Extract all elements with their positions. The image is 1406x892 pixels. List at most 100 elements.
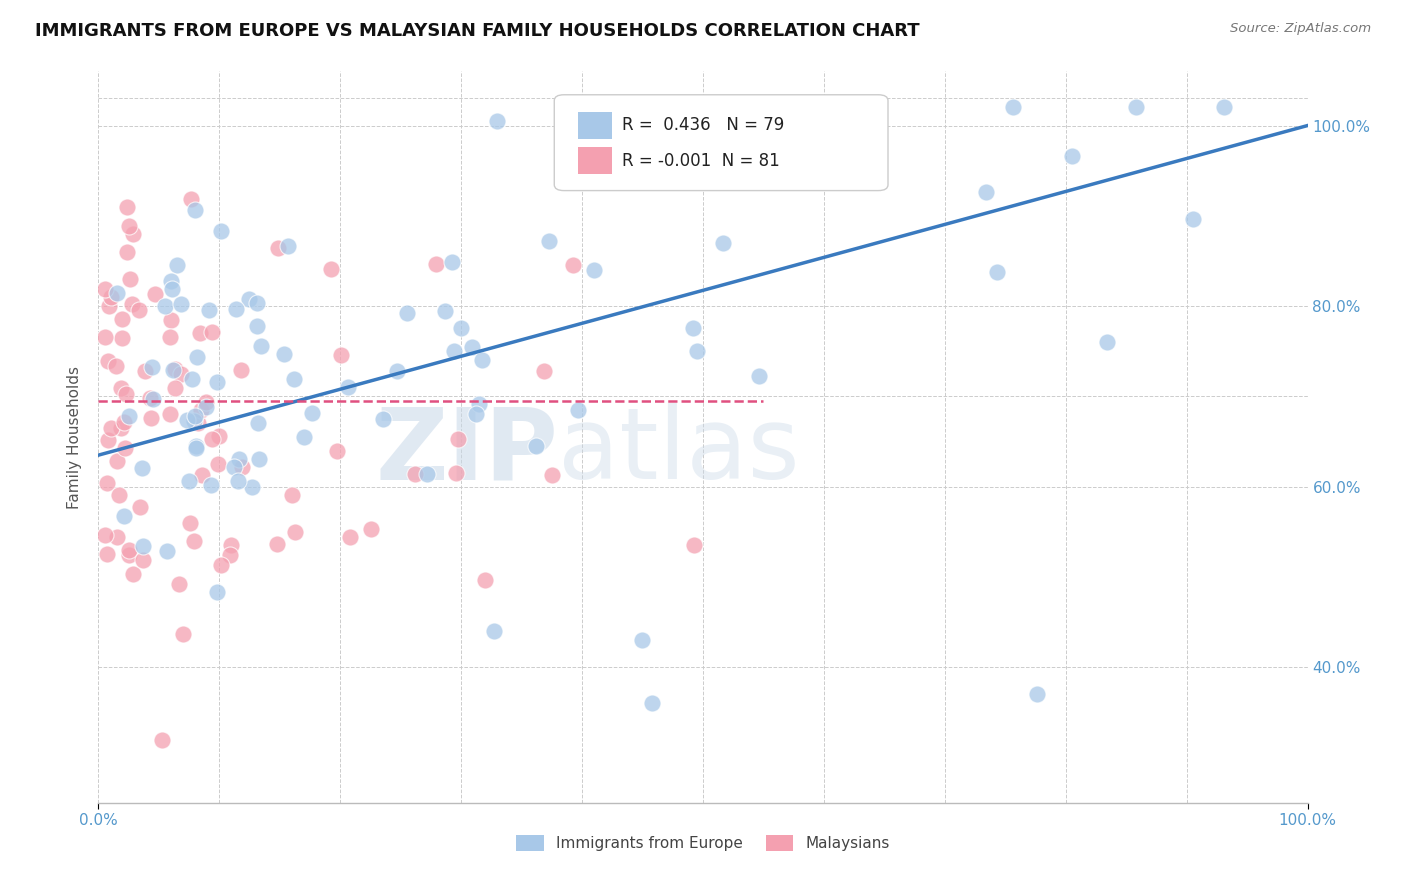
Point xyxy=(121,567,143,582)
Point xyxy=(97,433,120,447)
Point xyxy=(281,488,304,502)
Point xyxy=(153,299,176,313)
Point xyxy=(225,302,247,317)
Point xyxy=(163,362,186,376)
Point xyxy=(582,263,605,277)
Point xyxy=(748,368,770,383)
Y-axis label: Family Households: Family Households xyxy=(66,366,82,508)
Point xyxy=(524,439,547,453)
Point xyxy=(134,364,156,378)
Point xyxy=(100,420,122,434)
Point xyxy=(190,402,212,417)
Point xyxy=(249,339,271,353)
Point xyxy=(1095,335,1118,350)
Text: atlas: atlas xyxy=(558,403,800,500)
Point xyxy=(325,444,347,458)
Point xyxy=(129,500,152,514)
Point xyxy=(198,303,221,318)
Point xyxy=(96,476,118,491)
Point xyxy=(195,400,218,414)
Point xyxy=(162,363,184,377)
Point xyxy=(112,509,135,524)
Point xyxy=(443,344,465,359)
Text: IMMIGRANTS FROM EUROPE VS MALAYSIAN FAMILY HOUSEHOLDS CORRELATION CHART: IMMIGRANTS FROM EUROPE VS MALAYSIAN FAMI… xyxy=(35,22,920,40)
Point xyxy=(200,478,222,492)
Point xyxy=(222,459,245,474)
Point xyxy=(433,304,456,318)
Point xyxy=(201,325,224,339)
Point xyxy=(114,441,136,455)
Point xyxy=(184,441,207,455)
Point xyxy=(711,235,734,250)
Point xyxy=(640,697,662,711)
Point xyxy=(121,297,143,311)
Point xyxy=(226,474,249,488)
Point xyxy=(533,364,555,378)
Point xyxy=(177,474,200,488)
Point xyxy=(128,303,150,318)
Point xyxy=(371,411,394,425)
Point xyxy=(337,380,360,394)
Point xyxy=(160,282,183,296)
Point xyxy=(131,460,153,475)
Point xyxy=(165,381,187,395)
Point xyxy=(94,282,117,296)
Point xyxy=(186,438,208,452)
Point xyxy=(169,367,191,381)
Point xyxy=(267,241,290,255)
Point xyxy=(247,452,270,467)
Point xyxy=(112,415,135,429)
Point xyxy=(166,259,188,273)
Point xyxy=(183,413,205,427)
Point xyxy=(205,375,228,389)
Point xyxy=(486,114,509,128)
Point xyxy=(246,318,269,333)
Point xyxy=(240,480,263,494)
Point xyxy=(115,386,138,401)
Point xyxy=(205,585,228,599)
Legend: Immigrants from Europe, Malaysians: Immigrants from Europe, Malaysians xyxy=(510,830,896,857)
Point xyxy=(208,428,231,442)
Point xyxy=(461,340,484,354)
Point xyxy=(231,459,253,474)
Point xyxy=(1060,149,1083,163)
Point xyxy=(110,420,132,434)
Point xyxy=(1125,100,1147,114)
Point xyxy=(329,348,352,362)
Point xyxy=(292,430,315,444)
Point xyxy=(132,552,155,566)
Text: Source: ZipAtlas.com: Source: ZipAtlas.com xyxy=(1230,22,1371,36)
Point xyxy=(170,297,193,311)
Text: R =  0.436   N = 79: R = 0.436 N = 79 xyxy=(621,117,785,135)
FancyBboxPatch shape xyxy=(578,147,613,174)
Point xyxy=(159,407,181,421)
Point xyxy=(561,258,583,272)
Point xyxy=(360,522,382,536)
Point xyxy=(118,543,141,558)
Point xyxy=(277,238,299,252)
Point xyxy=(1213,100,1236,114)
Point xyxy=(207,457,229,471)
Point xyxy=(105,454,128,468)
Point xyxy=(1026,688,1049,702)
Point xyxy=(219,538,242,552)
Point xyxy=(385,364,408,378)
Point xyxy=(139,411,162,425)
Point xyxy=(97,299,120,313)
Point xyxy=(482,624,505,639)
Point xyxy=(115,244,138,259)
FancyBboxPatch shape xyxy=(554,95,889,191)
Text: R = -0.001  N = 81: R = -0.001 N = 81 xyxy=(621,152,780,169)
Point xyxy=(104,359,127,373)
Point xyxy=(188,326,211,340)
Point xyxy=(150,732,173,747)
Point xyxy=(111,331,134,345)
Point xyxy=(120,272,142,286)
Point xyxy=(139,391,162,405)
Point xyxy=(474,573,496,587)
Point xyxy=(266,537,288,551)
Point xyxy=(218,548,240,562)
Point xyxy=(183,533,205,548)
Point xyxy=(631,633,654,648)
Point xyxy=(986,264,1008,278)
